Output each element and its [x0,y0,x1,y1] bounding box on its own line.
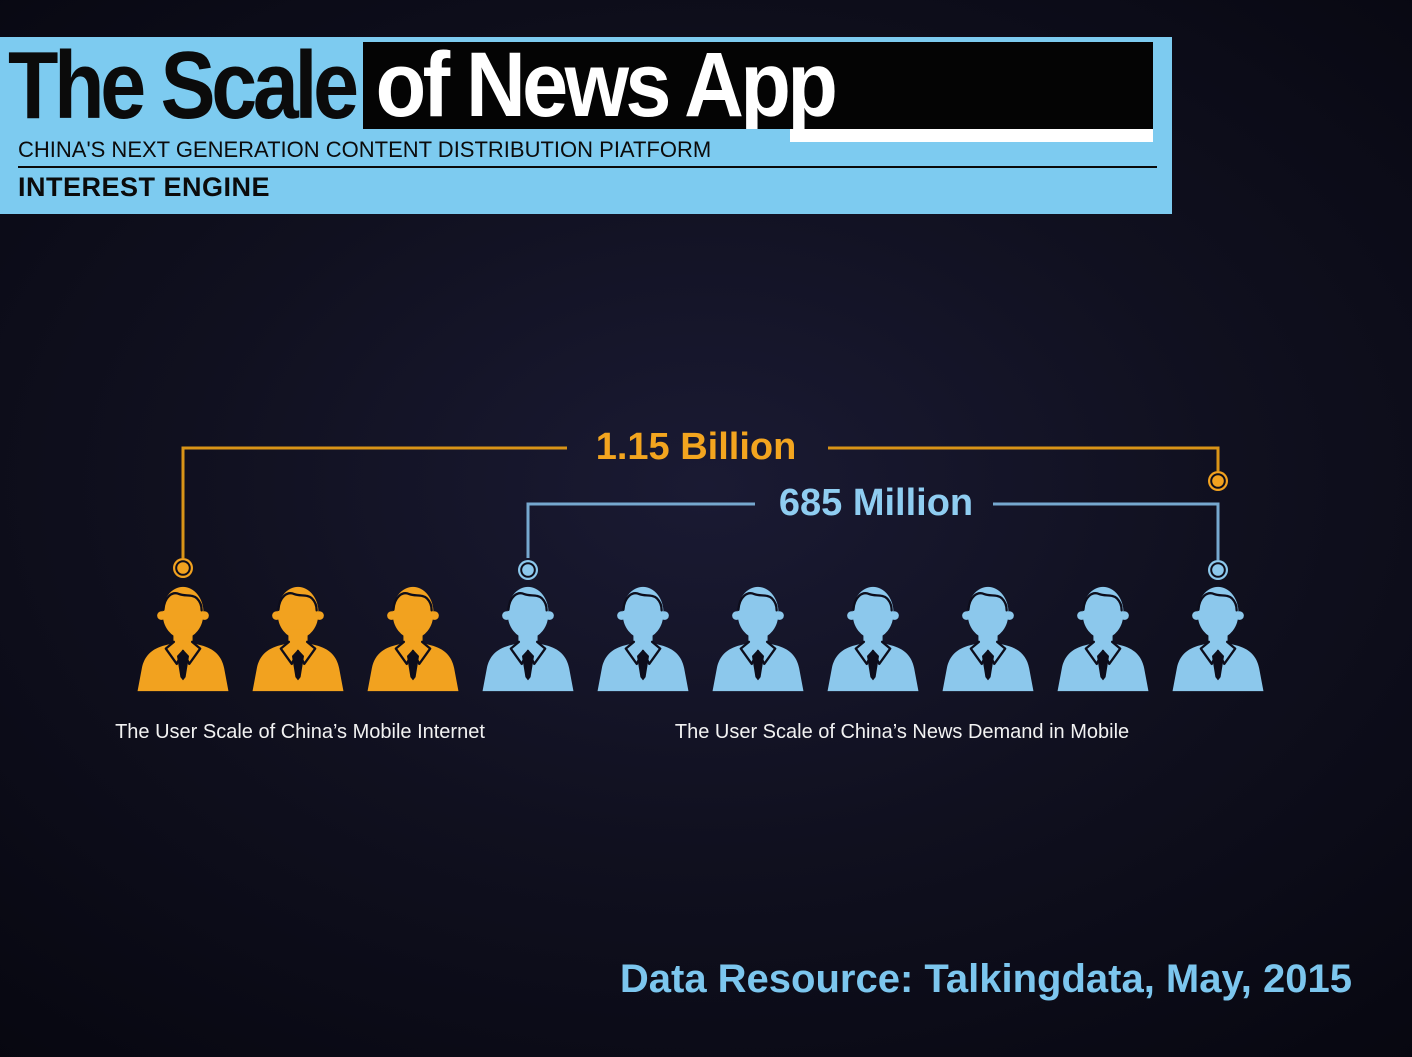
subtitle: CHINA'S NEXT GENERATION CONTENT DISTRIBU… [18,137,712,162]
connector-dot-icon [173,558,193,578]
caption-news-demand: The User Scale of China’s News Demand in… [674,721,1130,743]
tagline: INTEREST ENGINE [18,172,271,202]
header-divider [18,166,1157,168]
connector-dot-icon [1208,471,1228,491]
businessman-icon-blue [480,584,576,695]
businessman-icon-blue [710,584,806,695]
businessman-icon-blue [825,584,921,695]
businessman-icon-orange [365,584,461,695]
page-title-boxed: of News App [363,42,1153,129]
value-label-mobile-internet: 1.15 Billion [595,426,797,468]
businessman-icon-blue [940,584,1036,695]
connector-dot-icon [518,560,538,580]
value-label-news-demand: 685 Million [778,482,974,524]
connector-dot-icon [1208,560,1228,580]
businessman-icon-blue [595,584,691,695]
businessman-icon-blue [1055,584,1151,695]
title-underline-bar [790,129,1153,142]
page-title-boxed-text: of News App [375,42,838,129]
caption-mobile-internet: The User Scale of China’s Mobile Interne… [115,721,485,743]
page-title: The Scale [8,31,359,139]
pictogram-row [135,584,1266,695]
businessman-icon-orange [250,584,346,695]
businessman-icon-orange [135,584,231,695]
data-source-text: Data Resource: Talkingdata, May, 2015 [619,957,1352,1001]
header-banner: The Scale of News App CHINA'S NEXT GENER… [0,31,1172,214]
businessman-icon-blue [1170,584,1266,695]
